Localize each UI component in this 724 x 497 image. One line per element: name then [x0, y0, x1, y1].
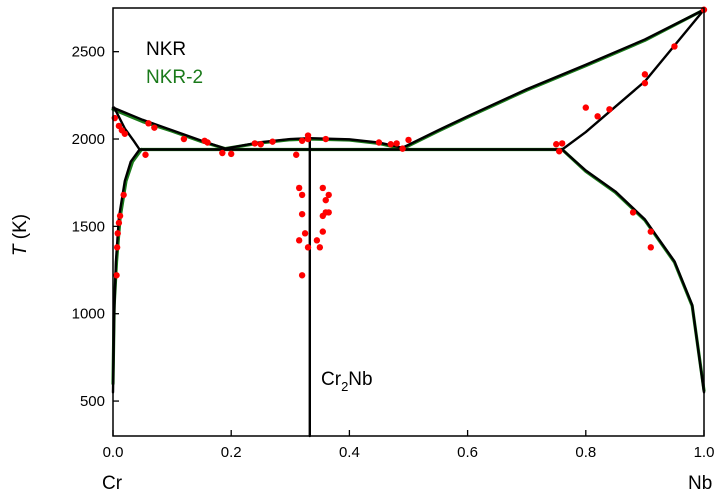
experiment-point [606, 106, 613, 113]
x-tick-label: 0.4 [339, 444, 360, 461]
y-tick-label: 500 [80, 393, 105, 410]
experiment-point [647, 228, 655, 235]
experiment-point [251, 140, 259, 147]
phase-label-cr2nb: Cr2Nb [321, 369, 373, 394]
experiment-point [319, 184, 326, 192]
experiment-point [641, 71, 649, 78]
experiment-point [319, 212, 326, 220]
y-axis-title: T (K) [10, 214, 31, 256]
experiment-point [553, 141, 560, 148]
y-tick-label: 1500 [72, 218, 105, 235]
nkr-curve-segment-6 [560, 8, 706, 151]
experiment-point [641, 79, 649, 87]
phase-label-subscript: 2 [341, 379, 348, 394]
experiment-point [228, 150, 235, 158]
experiment-point [180, 135, 188, 143]
experiment-point [322, 135, 329, 143]
y-tick-label: 2000 [72, 131, 105, 148]
experiment-point [298, 272, 306, 279]
nkr-curve-segment-2 [401, 8, 706, 149]
phase-label-tail: Nb [348, 369, 372, 390]
experiment-point [399, 145, 406, 152]
experiment-point [671, 43, 678, 50]
experiment-point [121, 130, 129, 137]
nkr-curve-segment-7 [560, 148, 706, 394]
experiment-point [120, 191, 127, 199]
experiment-point [316, 244, 324, 251]
experiment-point [204, 139, 211, 146]
x-end-label-left: Cr [102, 473, 123, 494]
experiment-point [322, 196, 329, 204]
experiment-point [594, 113, 601, 120]
experiment-point [405, 136, 412, 144]
phase-label-base: Cr [321, 369, 342, 390]
experiment-point [151, 124, 158, 131]
experiment-point [556, 148, 563, 155]
experiment-point [298, 191, 306, 199]
x-end-label-right: Nb [688, 473, 712, 494]
experiment-point [113, 272, 120, 279]
nkr-2-curve-segment-3 [111, 147, 143, 386]
y-tick-label: 1000 [72, 306, 105, 323]
experiment-point [219, 149, 226, 157]
experiment-point [325, 191, 332, 199]
experiment-point [298, 137, 306, 144]
experiment-point [113, 244, 121, 251]
experiment-point [313, 237, 321, 244]
experiment-point [629, 209, 637, 216]
experiment-point [293, 151, 300, 158]
experiment-point [387, 141, 394, 148]
experiment-point [304, 244, 312, 251]
experiment-point [142, 151, 149, 158]
experiment-point [325, 209, 332, 216]
experiment-point [295, 184, 303, 192]
x-tick-label: 0.6 [457, 444, 478, 461]
experiment-point [319, 228, 326, 235]
experiment-point [145, 120, 152, 127]
experiment-point [301, 230, 309, 237]
y-tick-label: 2500 [72, 44, 105, 61]
experiment-point [558, 140, 566, 147]
y-axis-ticks: 500 1000 1500 2000 2500 [72, 44, 119, 410]
experiment-point [298, 210, 306, 218]
x-tick-label: 0.8 [575, 444, 596, 461]
y-axis-symbol: T [10, 243, 31, 256]
experiment-point [269, 138, 276, 145]
x-axis-ticks: 0.0 0.2 0.4 0.6 0.8 1.0 [103, 430, 715, 461]
experiment-point [257, 141, 264, 148]
legend: NKR NKR-2 [146, 39, 203, 88]
legend-item-nkr: NKR [146, 39, 186, 60]
experiment-point [114, 230, 121, 237]
experiment-point [115, 219, 123, 227]
experimental-points [111, 6, 708, 279]
nkr-2-curve-segment-5 [560, 147, 706, 393]
legend-item-nkr-2: NKR-2 [146, 67, 203, 88]
plot-frame [112, 7, 705, 437]
x-tick-label: 0.2 [221, 444, 242, 461]
experiment-point [304, 135, 312, 143]
x-tick-label: 1.0 [694, 444, 715, 461]
experiment-point [295, 237, 303, 244]
nkr-curve-segment-4 [112, 106, 141, 151]
y-axis-unit: (K) [10, 214, 31, 245]
experiment-point [647, 244, 655, 251]
experiment-point [582, 104, 589, 111]
experiment-point [116, 212, 124, 220]
x-tick-label: 0.0 [103, 444, 124, 461]
experiment-point [393, 140, 400, 147]
experiment-point [375, 139, 383, 146]
